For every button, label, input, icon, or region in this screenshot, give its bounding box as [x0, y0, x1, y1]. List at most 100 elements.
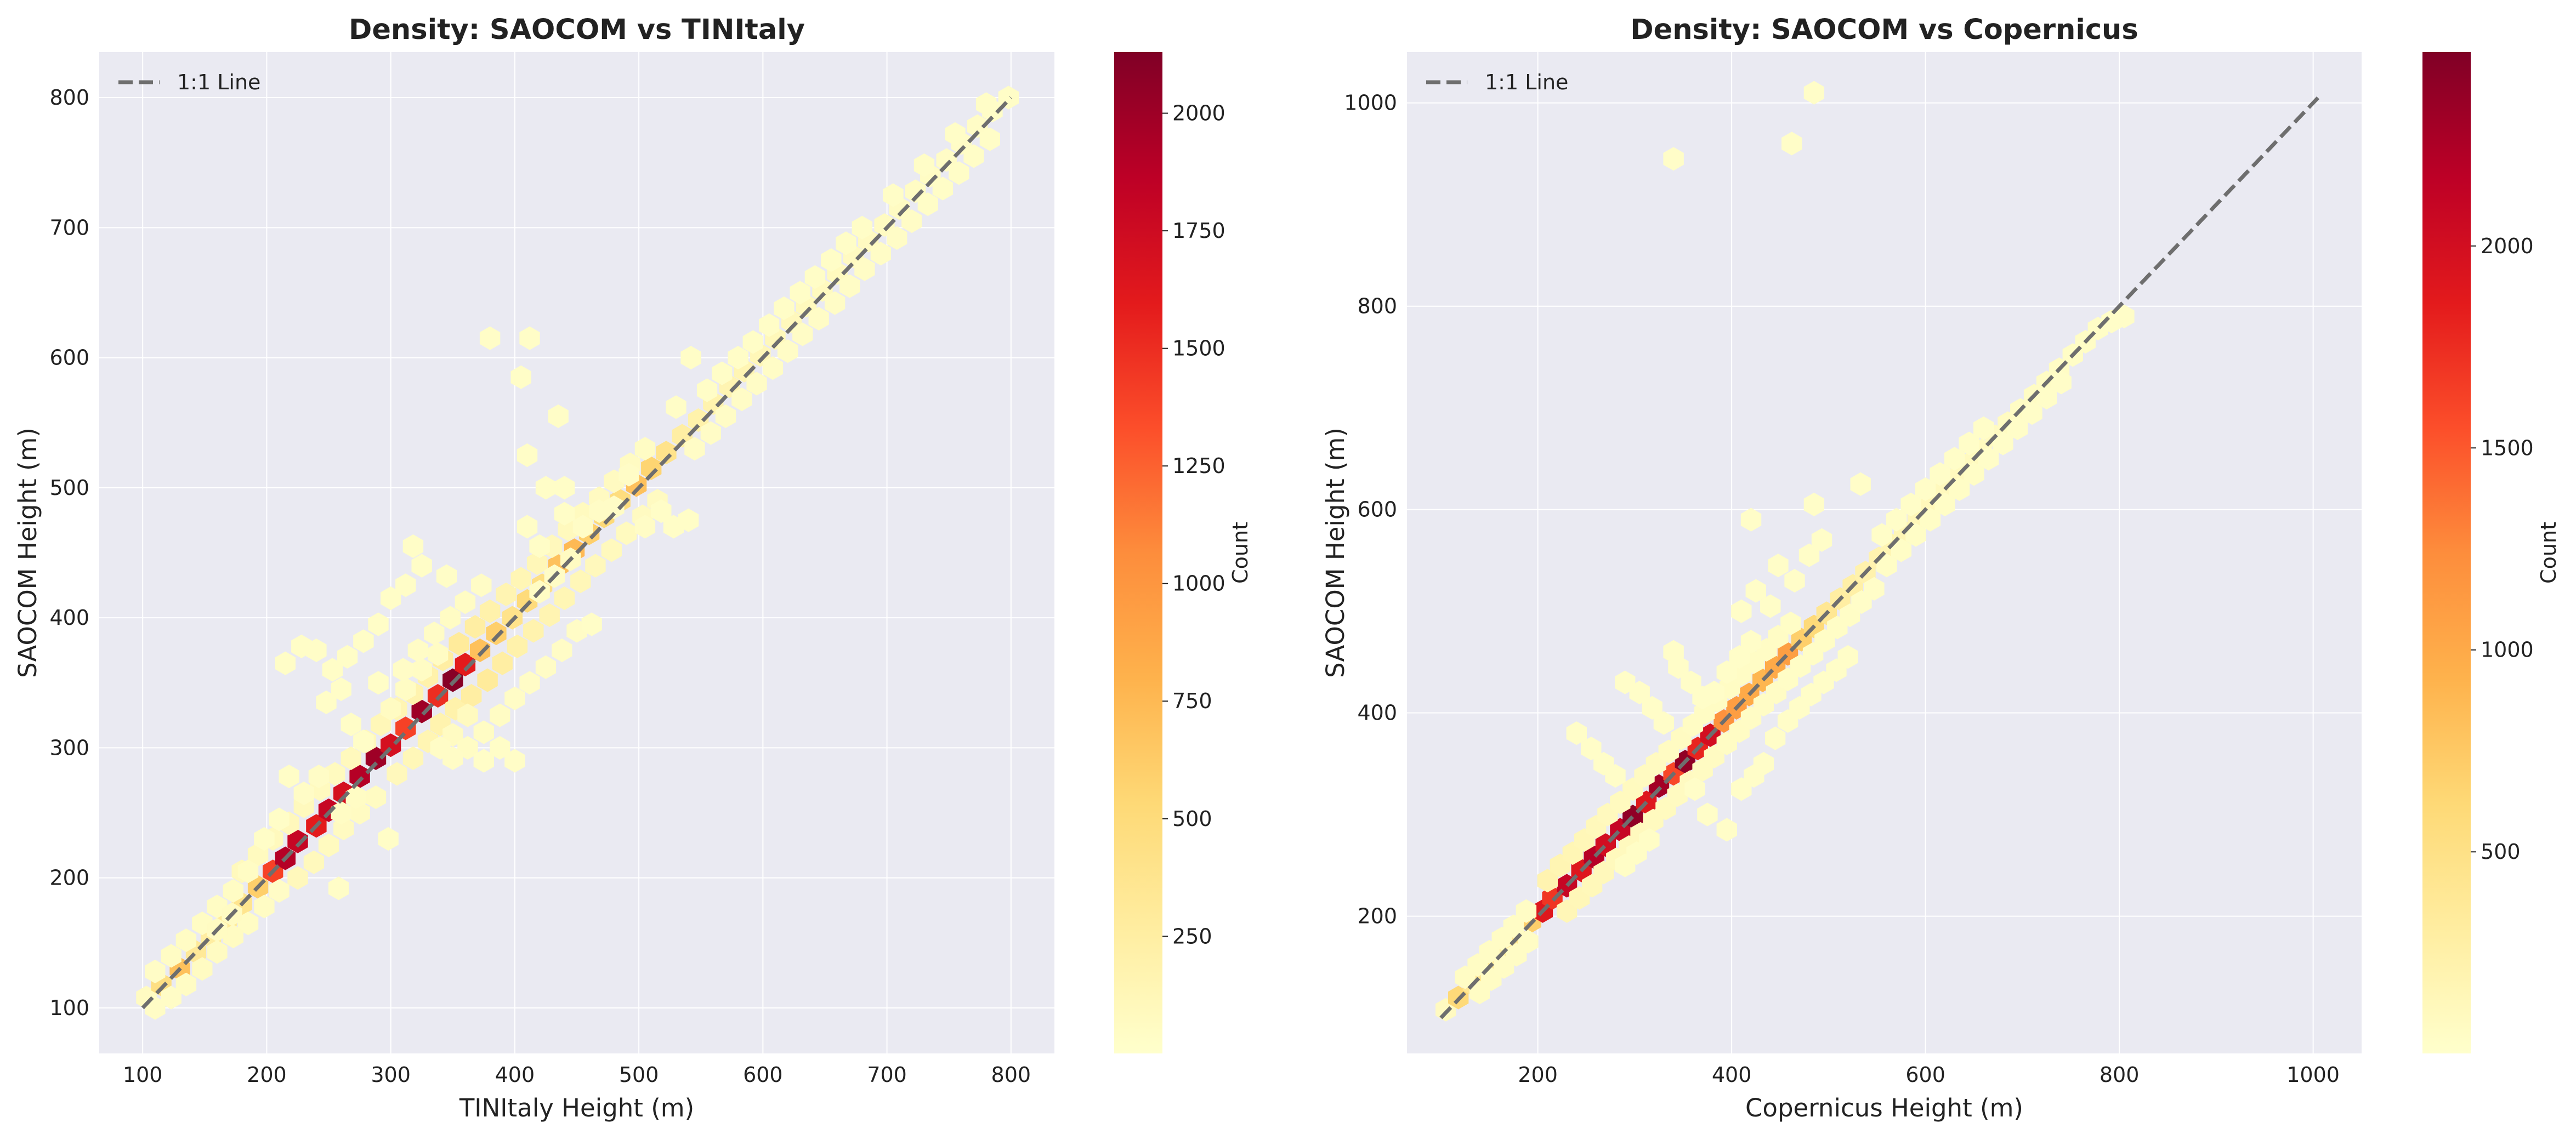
colorbar — [2422, 52, 2471, 1053]
hexbin — [824, 291, 846, 315]
hexbin — [777, 339, 798, 363]
hexbin — [331, 677, 351, 702]
hexbin — [161, 944, 181, 968]
hexbin — [325, 762, 345, 786]
colorbar-tick-label: 2000 — [2481, 234, 2534, 258]
hexbin — [510, 365, 531, 389]
y-tick-label: 400 — [1357, 701, 1397, 725]
hexbin — [1780, 611, 1801, 635]
hexbin — [666, 395, 686, 419]
hexbin — [836, 231, 856, 255]
hexbin — [1744, 764, 1764, 788]
x-tick-label: 300 — [371, 1063, 411, 1087]
hexbin — [291, 634, 312, 658]
hexbin — [322, 658, 343, 682]
hexbin — [331, 801, 351, 825]
hexbin — [436, 564, 457, 588]
hexbin — [486, 622, 507, 646]
hexbin — [279, 765, 299, 789]
hexbin — [1760, 594, 1781, 618]
hexbin — [762, 356, 784, 380]
hexbin — [519, 671, 540, 695]
hexbin — [318, 833, 339, 857]
y-tick-label: 200 — [1357, 904, 1397, 928]
hexbin — [678, 508, 699, 532]
hexbin — [601, 538, 622, 562]
hexbin — [490, 703, 510, 727]
hexbin — [1684, 777, 1705, 801]
hexbin — [913, 153, 935, 177]
hexbin — [634, 437, 656, 461]
hexbin — [1765, 726, 1786, 750]
hexbin — [507, 634, 528, 658]
hexbin — [477, 668, 498, 692]
hexbin — [963, 144, 984, 168]
hexbin — [1837, 645, 1858, 669]
hexbin — [337, 645, 358, 669]
hexbin — [269, 879, 290, 903]
hexbin — [1681, 670, 1701, 694]
x-tick-label: 1000 — [2286, 1063, 2340, 1087]
colorbar-tick-label: 250 — [1172, 924, 1212, 948]
hexbin — [715, 404, 736, 428]
colorbar-tick-label: 1250 — [1172, 454, 1225, 478]
hexbin — [804, 265, 826, 289]
hexbin — [223, 879, 243, 903]
one-to-one-line — [1439, 96, 2319, 1019]
hexbin — [887, 226, 907, 250]
hexbin — [1704, 680, 1724, 705]
hexbin — [341, 713, 361, 737]
hexbin — [496, 582, 517, 606]
hexbin — [1697, 802, 1718, 827]
colorbar-tick-label: 1000 — [1172, 572, 1225, 596]
hexbin — [504, 749, 525, 773]
hexbin — [1639, 828, 1660, 852]
hexbin — [424, 622, 445, 646]
hexbin — [368, 612, 389, 636]
hexbin — [1605, 764, 1626, 788]
hexbin — [440, 606, 461, 630]
hexbin — [275, 651, 296, 675]
colorbar-tick-label: 1500 — [2481, 436, 2534, 460]
hexbin — [161, 985, 181, 1010]
hexbin — [1864, 577, 1885, 601]
colorbar-tick-label: 1500 — [1172, 337, 1225, 361]
hexbin — [774, 296, 795, 320]
hexbin — [523, 619, 544, 643]
hexbin — [341, 746, 361, 770]
colorbar-tick-label: 1750 — [1172, 219, 1225, 243]
hexbin — [145, 959, 166, 984]
hexbin — [308, 765, 330, 789]
hexbin — [1663, 147, 1684, 171]
x-tick-label: 200 — [1518, 1063, 1558, 1087]
y-tick-label: 800 — [1357, 294, 1397, 318]
hexbin — [519, 326, 540, 350]
hexbin — [728, 346, 748, 370]
hexbin — [303, 850, 325, 874]
colorbar-label: Count — [1228, 522, 1252, 584]
hexbin — [237, 859, 259, 884]
chart-panel-1: 100 200 300 400 500 600 700 800 100 200 300 400 500 6… — [13, 14, 1252, 1122]
hexbin — [316, 690, 337, 714]
colorbar-tick-label: 1000 — [2481, 638, 2534, 662]
x-tick-label: 500 — [619, 1063, 659, 1087]
x-tick-label: 400 — [1712, 1063, 1752, 1087]
x-tick-label: 400 — [495, 1063, 535, 1087]
colorbar — [1114, 52, 1162, 1053]
hexbin — [700, 421, 721, 445]
colorbar-tick-label: 500 — [1172, 807, 1212, 831]
hexbin — [808, 306, 829, 330]
hexbin — [852, 215, 872, 240]
hexbin — [945, 122, 966, 146]
hexbin — [464, 615, 486, 639]
hexbin — [192, 957, 213, 981]
hexbin — [407, 638, 429, 663]
hexbin — [517, 515, 538, 539]
y-tick-label: 1000 — [1344, 91, 1397, 115]
hexbin — [287, 866, 308, 890]
hexbin — [581, 612, 602, 636]
hexbin — [1716, 818, 1737, 842]
hexbin — [759, 313, 780, 337]
hexbin — [254, 827, 275, 851]
